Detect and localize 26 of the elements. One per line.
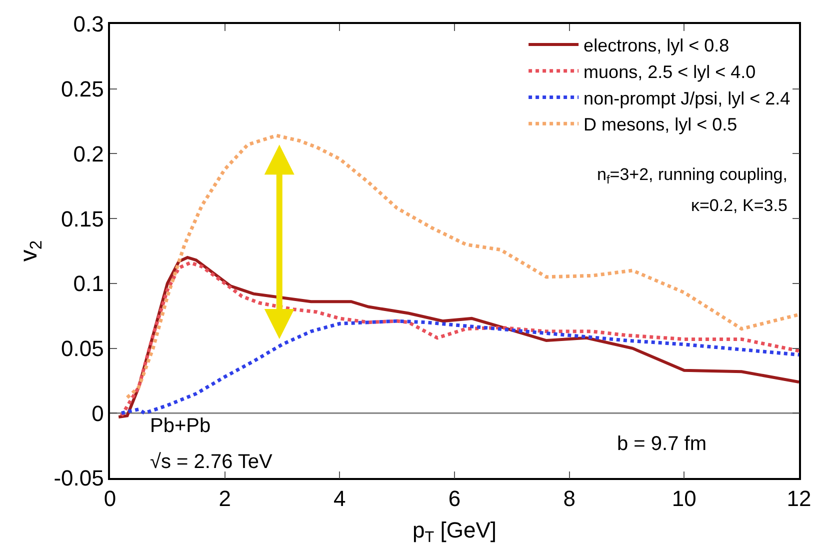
y-tick-label: 0.3	[73, 12, 104, 37]
legend-label: electrons, lyl < 0.8	[584, 35, 730, 56]
y-tick-label: 0	[92, 400, 104, 426]
x-tick-label: 10	[672, 486, 696, 512]
annotation: √s = 2.76 TeV	[150, 451, 274, 473]
legend-label: muons, 2.5 < lyl < 4.0	[584, 62, 756, 82]
y-tick-label: -0.05	[54, 466, 104, 491]
legend-label: non-prompt J/psi, lyl < 2.4	[584, 88, 790, 108]
y-tick-label: 0.15	[61, 206, 104, 232]
y-tick-label: 0.2	[73, 141, 104, 166]
y-tick-label: 0.05	[61, 336, 104, 361]
x-tick-label: 6	[448, 486, 461, 512]
line-series	[125, 134, 799, 400]
x-tick-label: 4	[334, 486, 346, 512]
x-tick-label: 12	[786, 486, 812, 512]
annotation: κ=0.2, K=3.5	[691, 196, 788, 215]
line-series	[120, 319, 799, 415]
y-tick-label: 0.1	[73, 271, 104, 296]
x-axis-title: p$_{T}$ [GeV]	[412, 518, 497, 546]
annotation: n$_{f}$=3+2, running coupling,	[597, 165, 788, 187]
y-tick-label: 0.25	[61, 76, 104, 102]
legend-label: D mesons, lyl < 0.5	[584, 114, 738, 135]
x-tick-label: 8	[563, 486, 576, 512]
annotation: b = 9.7 fm	[617, 433, 706, 455]
x-tick-label: 2	[218, 486, 231, 512]
annotation: Pb+Pb	[150, 415, 211, 437]
